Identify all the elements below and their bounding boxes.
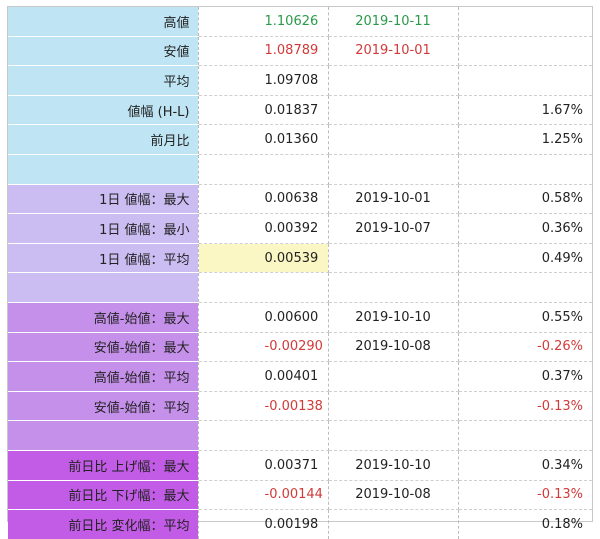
table-row: 値幅 (H-L) 0.01837 1.67% <box>8 95 592 126</box>
row-value: 0.01360 <box>198 124 329 155</box>
row-value: 1.09708 <box>198 65 329 96</box>
row-date <box>328 243 459 274</box>
table-row: 前月比 0.01360 1.25% <box>8 124 592 155</box>
row-percent: 1.67% <box>458 95 592 126</box>
table-row: 安値-始値：最大 -0.00290 2019-10-08 -0.26% <box>8 332 592 363</box>
row-percent: -0.13% <box>458 391 592 422</box>
row-percent <box>458 272 592 303</box>
row-date <box>328 361 459 392</box>
row-percent: 1.25% <box>458 124 592 155</box>
table-row: 前日比 変化幅：平均 0.00198 0.18% <box>8 509 592 539</box>
table-row: 高値-始値：平均 0.00401 0.37% <box>8 361 592 392</box>
row-value: -0.00290 <box>198 332 329 363</box>
table-row: 安値 1.08789 2019-10-01 <box>8 36 592 67</box>
row-date <box>328 65 459 96</box>
row-date <box>328 272 459 303</box>
row-date: 2019-10-07 <box>328 213 459 244</box>
table-row: 1日 値幅：平均 0.00539 0.49% <box>8 243 592 274</box>
table-row: 前日比 上げ幅：最大 0.00371 2019-10-10 0.34% <box>8 450 592 481</box>
row-label: 1日 値幅：平均 <box>8 243 199 274</box>
row-percent: 0.36% <box>458 213 592 244</box>
row-label: 安値 <box>8 36 199 67</box>
row-label: 平均 <box>8 65 199 96</box>
row-value: -0.00144 <box>198 480 329 511</box>
row-value <box>198 154 329 185</box>
row-label: 高値-始値：平均 <box>8 361 199 392</box>
table-row: 高値-始値：最大 0.00600 2019-10-10 0.55% <box>8 302 592 333</box>
row-value: 0.00392 <box>198 213 329 244</box>
row-label: 1日 値幅：最大 <box>8 184 199 215</box>
row-percent: 0.18% <box>541 516 583 532</box>
table-row: 平均 1.09708 <box>8 65 592 96</box>
row-value: 1.08789 <box>198 36 329 67</box>
row-label: 前月比 <box>8 124 199 155</box>
row-value: 0.00401 <box>198 361 329 392</box>
row-value: 0.00600 <box>198 302 329 333</box>
row-percent <box>458 65 592 96</box>
row-percent <box>458 154 592 185</box>
table-row: 安値-始値：平均 -0.00138 -0.13% <box>8 391 592 422</box>
row-date: 2019-10-08 <box>328 332 459 363</box>
row-percent <box>458 7 592 37</box>
row-date <box>328 95 459 126</box>
row-date <box>328 509 459 539</box>
table-row <box>8 272 592 303</box>
row-label: 前日比 上げ幅：最大 <box>8 450 199 481</box>
row-value: 0.00371 <box>198 450 329 481</box>
row-value: -0.00138 <box>198 391 329 422</box>
row-date: 2019-10-10 <box>328 302 459 333</box>
row-percent: 0.49% <box>458 243 592 274</box>
stats-table-body: 高値 1.10626 2019-10-11 安値 1.08789 2019-10-01 平均… <box>8 7 592 539</box>
row-date <box>328 420 459 451</box>
row-date: 2019-10-08 <box>328 480 459 511</box>
row-percent: -0.13% <box>458 480 592 511</box>
row-label: 安値-始値：平均 <box>8 391 199 422</box>
row-date: 2019-10-10 <box>328 450 459 481</box>
row-date: 2019-10-01 <box>328 36 459 67</box>
row-value: 0.00638 <box>198 184 329 215</box>
row-percent: 0.55% <box>458 302 592 333</box>
row-date <box>328 391 459 422</box>
row-percent <box>458 420 592 451</box>
row-value: 0.00539 <box>198 243 329 274</box>
row-value: 0.00198 <box>198 509 329 539</box>
table-row: 高値 1.10626 2019-10-11 <box>8 7 592 37</box>
row-label: 安値-始値：最大 <box>8 332 199 363</box>
row-value <box>198 272 329 303</box>
table-row <box>8 420 592 451</box>
row-value: 0.01837 <box>198 95 329 126</box>
row-label: 1日 値幅：最小 <box>8 213 199 244</box>
row-percent: 0.58% <box>458 184 592 215</box>
row-value <box>198 420 329 451</box>
row-label: 値幅 (H-L) <box>8 95 199 126</box>
row-percent: 0.37% <box>458 361 592 392</box>
row-label <box>8 420 199 451</box>
row-label <box>8 154 199 185</box>
row-percent: 0.34% <box>458 450 592 481</box>
row-value: 1.10626 <box>198 7 329 37</box>
table-row: 1日 値幅：最大 0.00638 2019-10-01 0.58% <box>8 184 592 215</box>
table-row: 前日比 下げ幅：最大 -0.00144 2019-10-08 -0.13% <box>8 480 592 511</box>
stats-sheet: 高値 1.10626 2019-10-11 安値 1.08789 2019-10-01 平均… <box>7 6 593 539</box>
row-percent <box>458 36 592 67</box>
row-date: 2019-10-11 <box>328 7 459 37</box>
row-date <box>328 124 459 155</box>
row-label: 高値-始値：最大 <box>8 302 199 333</box>
row-label <box>8 272 199 303</box>
row-label: 前日比 下げ幅：最大 <box>8 480 199 511</box>
row-date <box>328 154 459 185</box>
row-date: 2019-10-01 <box>328 184 459 215</box>
row-label: 前日比 変化幅：平均 <box>8 509 199 539</box>
table-row <box>8 154 592 185</box>
stats-table: 高値 1.10626 2019-10-11 安値 1.08789 2019-10-01 平均… <box>8 7 592 539</box>
row-percent: -0.26% <box>458 332 592 363</box>
table-row: 1日 値幅：最小 0.00392 2019-10-07 0.36% <box>8 213 592 244</box>
row-label: 高値 <box>8 7 199 37</box>
